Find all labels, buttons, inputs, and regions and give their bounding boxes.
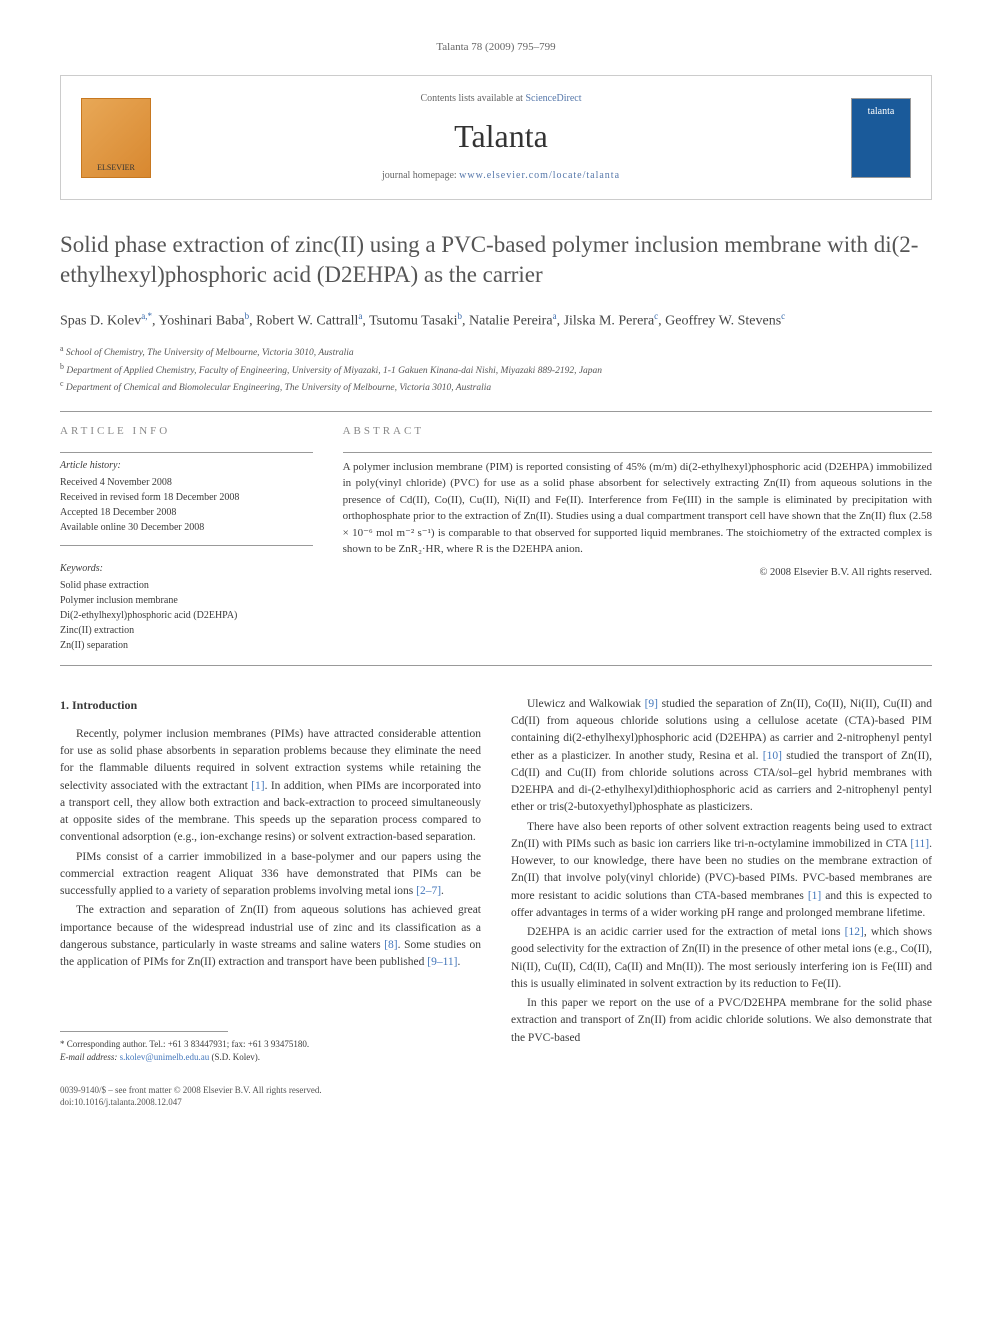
divider: [60, 452, 313, 453]
citation-ref[interactable]: [11]: [910, 838, 929, 850]
history-item: Available online 30 December 2008: [60, 520, 313, 535]
citation-ref[interactable]: [12]: [845, 926, 864, 938]
keyword-item: Solid phase extraction: [60, 578, 313, 593]
body-paragraph: There have also been reports of other so…: [511, 819, 932, 923]
citation-ref[interactable]: [1]: [251, 780, 264, 792]
citation-ref[interactable]: [1]: [808, 890, 821, 902]
article-info-block: ARTICLE INFO Article history: Received 4…: [60, 424, 313, 652]
history-item: Accepted 18 December 2008: [60, 505, 313, 520]
author-list: Spas D. Koleva,*, Yoshinari Babab, Rober…: [60, 310, 932, 331]
citation-ref[interactable]: [2–7]: [416, 885, 441, 897]
body-paragraph: PIMs consist of a carrier immobilized in…: [60, 849, 481, 901]
article-info-heading: ARTICLE INFO: [60, 424, 313, 439]
body-paragraph: In this paper we report on the use of a …: [511, 995, 932, 1047]
email-line: E-mail address: s.kolev@unimelb.edu.au (…: [60, 1051, 481, 1064]
email-label: E-mail address:: [60, 1052, 120, 1062]
page-citation: Talanta 78 (2009) 795–799: [60, 40, 932, 55]
abstract-heading: ABSTRACT: [343, 424, 932, 439]
divider: [60, 411, 932, 412]
contents-available-line: Contents lists available at ScienceDirec…: [151, 92, 851, 106]
right-column: Ulewicz and Walkowiak [9] studied the se…: [511, 696, 932, 1064]
history-item: Received in revised form 18 December 200…: [60, 490, 313, 505]
body-paragraph: Ulewicz and Walkowiak [9] studied the se…: [511, 696, 932, 817]
issn-copyright: 0039-9140/$ – see front matter © 2008 El…: [60, 1084, 932, 1097]
section-1-heading: 1. Introduction: [60, 696, 481, 714]
divider: [60, 545, 313, 546]
keyword-item: Zn(II) separation: [60, 638, 313, 653]
body-paragraph: The extraction and separation of Zn(II) …: [60, 902, 481, 971]
body-columns: 1. Introduction Recently, polymer inclus…: [60, 696, 932, 1064]
journal-header-center: Contents lists available at ScienceDirec…: [151, 92, 851, 183]
homepage-prefix: journal homepage:: [382, 170, 459, 181]
left-column: 1. Introduction Recently, polymer inclus…: [60, 696, 481, 1064]
keyword-item: Polymer inclusion membrane: [60, 593, 313, 608]
divider: [343, 452, 932, 453]
abstract-text: A polymer inclusion membrane (PIM) is re…: [343, 459, 932, 558]
sciencedirect-link[interactable]: ScienceDirect: [525, 93, 581, 104]
article-title: Solid phase extraction of zinc(II) using…: [60, 230, 932, 290]
history-item: Received 4 November 2008: [60, 475, 313, 490]
divider: [60, 665, 932, 666]
corresponding-line: * Corresponding author. Tel.: +61 3 8344…: [60, 1038, 481, 1051]
affiliation-list: a School of Chemistry, The University of…: [60, 343, 932, 395]
front-matter-line: 0039-9140/$ – see front matter © 2008 El…: [60, 1084, 932, 1109]
elsevier-logo: ELSEVIER: [81, 98, 151, 178]
citation-ref[interactable]: [10]: [763, 750, 782, 762]
abstract-copyright: © 2008 Elsevier B.V. All rights reserved…: [343, 566, 932, 581]
history-label: Article history:: [60, 459, 313, 473]
journal-homepage-line: journal homepage: www.elsevier.com/locat…: [151, 169, 851, 183]
contents-available-prefix: Contents lists available at: [420, 93, 525, 104]
abstract-block: ABSTRACT A polymer inclusion membrane (P…: [343, 424, 932, 652]
keyword-item: Di(2-ethylhexyl)phosphoric acid (D2EHPA): [60, 608, 313, 623]
homepage-link[interactable]: www.elsevier.com/locate/talanta: [459, 170, 620, 181]
affiliation-item: b Department of Applied Chemistry, Facul…: [60, 361, 932, 378]
doi-line: doi:10.1016/j.talanta.2008.12.047: [60, 1096, 932, 1109]
citation-ref[interactable]: [9]: [645, 698, 658, 710]
citation-ref[interactable]: [8]: [384, 939, 397, 951]
journal-header-box: ELSEVIER Contents lists available at Sci…: [60, 75, 932, 200]
affiliation-item: a School of Chemistry, The University of…: [60, 343, 932, 360]
email-suffix: (S.D. Kolev).: [209, 1052, 260, 1062]
corresponding-footnote: * Corresponding author. Tel.: +61 3 8344…: [60, 1038, 481, 1063]
footnote-divider: [60, 1031, 228, 1032]
body-paragraph: D2EHPA is an acidic carrier used for the…: [511, 924, 932, 993]
body-paragraph: Recently, polymer inclusion membranes (P…: [60, 726, 481, 847]
info-abstract-row: ARTICLE INFO Article history: Received 4…: [60, 424, 932, 652]
corresponding-email[interactable]: s.kolev@unimelb.edu.au: [120, 1052, 210, 1062]
keywords-label: Keywords:: [60, 562, 313, 576]
citation-ref[interactable]: [9–11]: [427, 956, 457, 968]
journal-name: Talanta: [151, 114, 851, 159]
journal-cover-thumb: talanta: [851, 98, 911, 178]
keyword-item: Zinc(II) extraction: [60, 623, 313, 638]
affiliation-item: c Department of Chemical and Biomolecula…: [60, 378, 932, 395]
